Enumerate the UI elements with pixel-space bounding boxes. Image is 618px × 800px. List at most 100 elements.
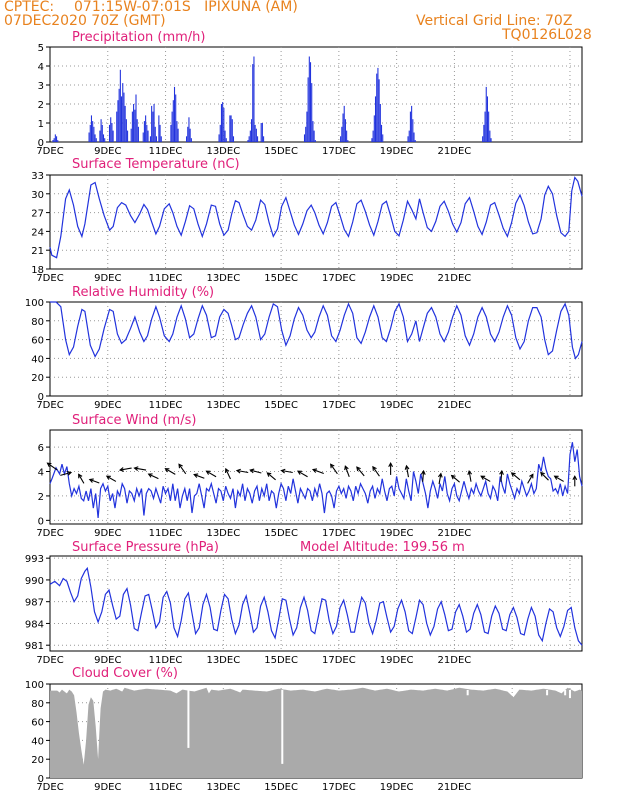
temp-xtick: 21DEC bbox=[438, 273, 472, 284]
wind-arrow-head bbox=[311, 468, 318, 473]
precip-bar bbox=[218, 134, 220, 142]
pres-frame bbox=[49, 555, 583, 652]
rh-xtick: 9DEC bbox=[94, 400, 121, 411]
rh-xtick: 19DEC bbox=[380, 400, 414, 411]
precip-bar bbox=[134, 109, 136, 142]
precip-bar bbox=[149, 136, 151, 142]
precip-bar bbox=[223, 107, 225, 142]
precip-bar bbox=[175, 94, 177, 142]
precip-bar bbox=[188, 117, 190, 142]
wind-arrow-head bbox=[467, 469, 473, 476]
pres-xtick: 21DEC bbox=[438, 655, 472, 666]
wind-arrow bbox=[250, 469, 262, 474]
precip-bar bbox=[257, 136, 259, 142]
precip-bar bbox=[119, 69, 121, 142]
cloud-ytick: 80 bbox=[31, 699, 44, 710]
wind-arrow bbox=[106, 475, 117, 482]
wind-arrow bbox=[500, 470, 503, 482]
cloud-ytick: 0 bbox=[38, 774, 44, 785]
wind-arrow bbox=[480, 475, 491, 482]
wind-arrow-head bbox=[280, 468, 286, 474]
cloud-area bbox=[50, 687, 582, 778]
wind-arrow bbox=[451, 475, 460, 483]
wind-xtick: 15DEC bbox=[264, 528, 298, 539]
precip-bar bbox=[485, 86, 487, 142]
precip-bar bbox=[371, 138, 373, 142]
pres-ytick: 987 bbox=[25, 598, 44, 609]
rh-ytick: 20 bbox=[31, 373, 44, 384]
wind-arrow-head bbox=[372, 465, 377, 471]
temp-ytick: 21 bbox=[31, 246, 44, 257]
wind-arrow-head bbox=[46, 462, 52, 467]
rh-line bbox=[50, 301, 583, 360]
temp-frame bbox=[49, 174, 583, 270]
wind-arrow bbox=[356, 466, 365, 477]
wind-arrow-head bbox=[356, 466, 361, 472]
precip-bar bbox=[158, 115, 160, 142]
temp-xtick: 15DEC bbox=[264, 273, 298, 284]
precip-bar bbox=[413, 132, 415, 142]
precip-bar bbox=[380, 124, 383, 142]
precip-bar bbox=[99, 130, 101, 142]
precip-bar bbox=[342, 113, 344, 142]
wind-ytick: 0 bbox=[38, 516, 44, 527]
precip-bar bbox=[135, 94, 137, 142]
wind-arrow-head bbox=[553, 475, 559, 480]
wind-arrow-head bbox=[450, 474, 456, 480]
wind-arrow-head bbox=[529, 473, 534, 479]
header-grid-note: Vertical Grid Line: 70Z bbox=[416, 13, 573, 29]
wind-arrow bbox=[236, 469, 249, 474]
precip-bar bbox=[252, 64, 254, 142]
wind-arrow bbox=[281, 469, 293, 474]
wind-arrow bbox=[422, 470, 425, 482]
pres-xtick: 11DEC bbox=[149, 655, 183, 666]
rh-xtick: 11DEC bbox=[149, 400, 183, 411]
cloud-xtick: 17DEC bbox=[322, 782, 356, 793]
rh-xtick: 21DEC bbox=[438, 400, 472, 411]
precip-bar bbox=[189, 128, 191, 142]
wind-ytick: 6 bbox=[38, 443, 44, 454]
pres-xtick: 9DEC bbox=[94, 655, 121, 666]
precip-bar bbox=[54, 134, 56, 142]
pres-line bbox=[49, 566, 583, 646]
precip-bar bbox=[90, 115, 93, 142]
precip-bar bbox=[340, 136, 342, 142]
wind-xtick: 7DEC bbox=[36, 528, 63, 539]
cloud-xtick: 21DEC bbox=[438, 782, 472, 793]
pres-title: Surface Pressure (hPa) bbox=[72, 540, 219, 555]
rh-ytick: 60 bbox=[31, 336, 44, 347]
precip-bar bbox=[484, 111, 486, 142]
precip-bar bbox=[102, 134, 105, 142]
wind-arrow-head bbox=[388, 462, 394, 467]
precip-bar bbox=[247, 140, 249, 142]
precip-bar bbox=[263, 136, 265, 142]
precip-bar bbox=[253, 56, 255, 142]
wind-arrow bbox=[468, 470, 472, 482]
precip-bar bbox=[347, 140, 349, 142]
precip-bar bbox=[52, 140, 54, 142]
precip-bar bbox=[409, 111, 411, 142]
wind-arrow-head bbox=[78, 473, 83, 479]
wind-arrow bbox=[312, 469, 324, 474]
model-altitude: Model Altitude: 199.56 m bbox=[300, 540, 465, 555]
precip-xtick: 21DEC bbox=[438, 146, 472, 157]
precip-bar bbox=[130, 128, 132, 142]
precip-bar bbox=[116, 111, 118, 142]
precip-bar bbox=[306, 111, 308, 142]
wind-arrow-head bbox=[540, 471, 545, 477]
wind-arrow-head bbox=[105, 475, 111, 480]
precip-bar bbox=[136, 119, 138, 142]
precip-bar bbox=[94, 134, 96, 142]
precip-bar bbox=[307, 77, 309, 142]
pres-xtick: 7DEC bbox=[36, 655, 63, 666]
precip-bar bbox=[232, 136, 235, 142]
precip-bar bbox=[160, 136, 162, 142]
precip-bar bbox=[308, 56, 310, 142]
precip-xtick: 15DEC bbox=[264, 146, 298, 157]
precip-bar bbox=[123, 92, 125, 142]
precip-bar bbox=[57, 140, 59, 142]
precip-bar bbox=[346, 130, 348, 142]
precip-bar bbox=[155, 136, 158, 142]
precip-bar bbox=[341, 126, 343, 142]
temp-xtick: 11DEC bbox=[149, 273, 183, 284]
